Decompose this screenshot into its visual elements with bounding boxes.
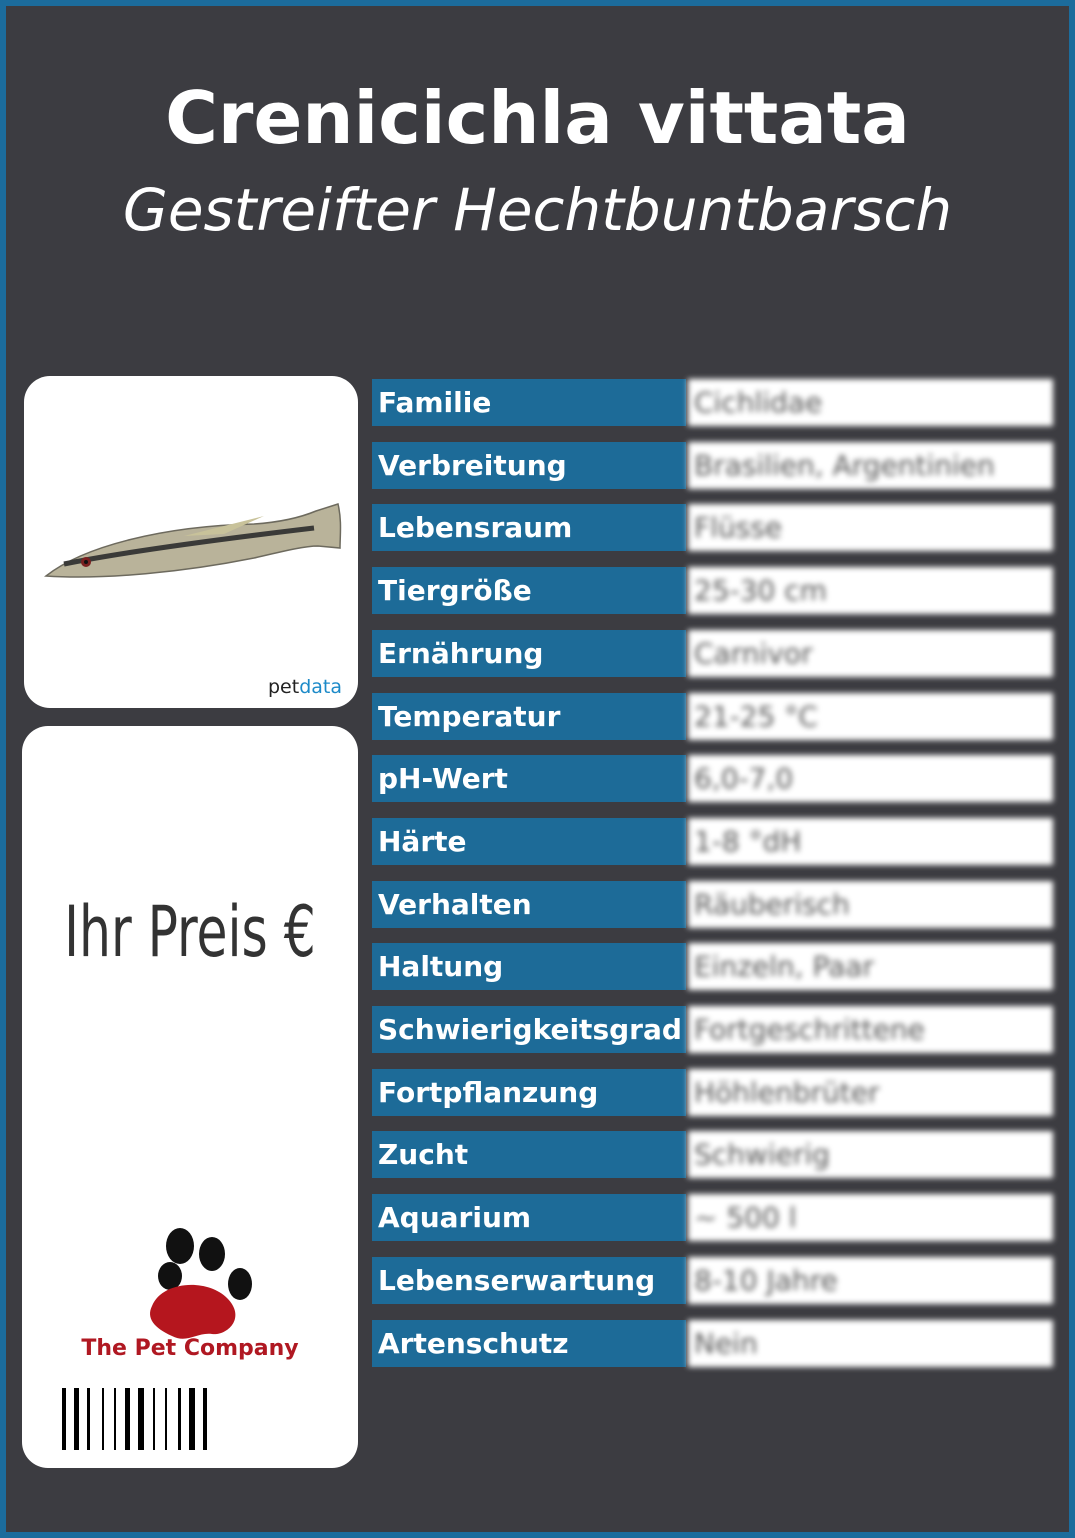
row-label: Fortpflanzung (372, 1068, 686, 1116)
barcode-bar (153, 1388, 155, 1450)
row-label: Artenschutz (372, 1319, 686, 1367)
row-value: 25-30 cm (688, 567, 1053, 615)
row-label: pH-Wert (372, 755, 686, 803)
table-row: pH-Wert 6,0-7,0 (372, 755, 1053, 803)
row-label: Zucht (372, 1131, 686, 1179)
row-label: Haltung (372, 943, 686, 991)
row-value: Flüsse (688, 504, 1053, 552)
row-label: Aquarium (372, 1194, 686, 1242)
barcode-bar (178, 1388, 181, 1450)
row-value: Höhlenbrüter (688, 1068, 1053, 1116)
barcode-bar (189, 1388, 195, 1450)
brand-logo: petdata (268, 676, 342, 698)
row-value: Cichlidae (688, 379, 1053, 426)
table-row: Temperatur 21-25 °C (372, 692, 1053, 740)
table-row: Tiergröße 25-30 cm (372, 567, 1053, 615)
table-row: Verhalten Räuberisch (372, 880, 1053, 928)
row-value: Räuberisch (688, 880, 1053, 928)
image-card: petdata (24, 376, 358, 708)
row-label: Familie (372, 379, 686, 426)
barcode-bar (165, 1388, 167, 1450)
row-value: ~ 500 l (688, 1194, 1053, 1242)
row-value: Carnivor (688, 629, 1053, 677)
table-row: Verbreitung Brasilien, Argentinien (372, 441, 1053, 489)
barcode (62, 1388, 207, 1450)
title: Crenicichla vittata (165, 76, 910, 160)
barcode-bar (138, 1388, 144, 1450)
row-value: 8-10 Jahre (688, 1256, 1053, 1304)
row-label: Lebenserwartung (372, 1256, 686, 1304)
barcode-bar (87, 1388, 90, 1450)
row-label: Lebensraum (372, 504, 686, 552)
row-value: Brasilien, Argentinien (688, 441, 1053, 489)
row-label: Temperatur (372, 692, 686, 740)
table-row: Schwierigkeitsgrad Fortgeschrittene (372, 1006, 1053, 1053)
row-value: Einzeln, Paar (688, 943, 1053, 991)
row-label: Schwierigkeitsgrad (372, 1006, 686, 1053)
price-card: Ihr Preis € The Pet Company (22, 726, 358, 1468)
row-label: Härte (372, 817, 686, 865)
row-label: Verhalten (372, 880, 686, 928)
barcode-bar (203, 1388, 207, 1450)
barcode-bar (125, 1388, 130, 1450)
table-row: Härte 1-8 °dH (372, 817, 1053, 865)
table-row: Artenschutz Nein (372, 1319, 1053, 1367)
row-label: Tiergröße (372, 567, 686, 615)
subtitle: Gestreifter Hechtbuntbarsch (122, 176, 953, 244)
table-row: Ernährung Carnivor (372, 629, 1053, 677)
table-row: Lebensraum Flüsse (372, 504, 1053, 552)
table-row: Familie Cichlidae (372, 379, 1053, 426)
row-value: 6,0-7,0 (688, 755, 1053, 803)
row-value: 21-25 °C (688, 692, 1053, 740)
table-row: Haltung Einzeln, Paar (372, 943, 1053, 991)
barcode-bar (62, 1388, 66, 1450)
paw-logo (150, 1228, 252, 1339)
price-label: Ihr Preis € (64, 891, 316, 973)
table-row: Aquarium ~ 500 l (372, 1194, 1053, 1242)
table-row: Fortpflanzung Höhlenbrüter (372, 1068, 1053, 1116)
row-value: 1-8 °dH (688, 817, 1053, 865)
row-value: Nein (688, 1319, 1053, 1367)
barcode-bar (102, 1388, 104, 1450)
row-value: Fortgeschrittene (688, 1006, 1053, 1053)
table-row: Lebenserwartung 8-10 Jahre (372, 1256, 1053, 1304)
barcode-bar (74, 1388, 79, 1450)
barcode-bar (114, 1388, 116, 1450)
row-value: Schwierig (688, 1131, 1053, 1179)
row-label: Verbreitung (372, 441, 686, 489)
row-label: Ernährung (372, 629, 686, 677)
table-row: Zucht Schwierig (372, 1131, 1053, 1179)
fish-image (44, 503, 342, 578)
company-name: The Pet Company (81, 1336, 299, 1361)
